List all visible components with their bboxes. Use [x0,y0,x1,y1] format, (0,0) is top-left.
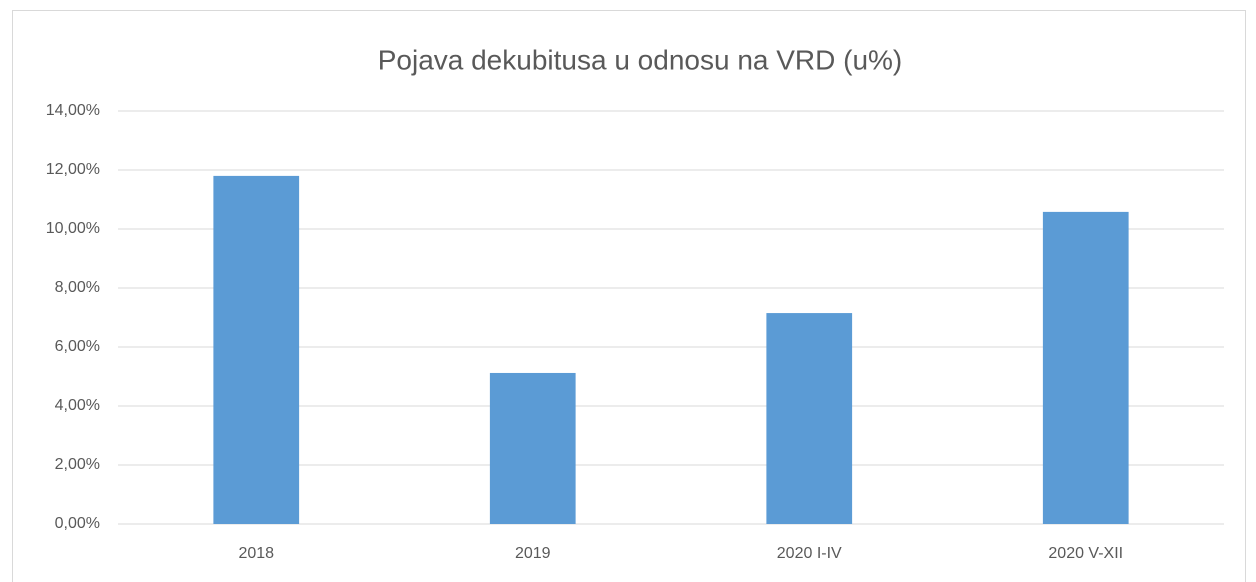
chart-title: Pojava dekubitusa u odnosu na VRD (u%) [378,44,903,75]
y-tick-label: 14,00% [46,102,100,119]
x-tick-label: 2020 V-XII [1048,545,1123,562]
y-tick-label: 2,00% [55,456,100,473]
y-tick-label: 4,00% [55,397,100,414]
y-tick-label: 12,00% [46,161,100,178]
bar [1042,211,1129,524]
x-tick-label: 2019 [515,545,551,562]
y-tick-label: 10,00% [46,220,100,237]
y-tick-label: 0,00% [55,515,100,532]
bar [213,175,300,524]
x-tick-label: 2018 [238,545,274,562]
bar [766,313,853,524]
y-tick-label: 6,00% [55,338,100,355]
y-tick-label: 8,00% [55,279,100,296]
x-tick-label: 2020 I-IV [777,545,842,562]
bar [489,372,576,524]
